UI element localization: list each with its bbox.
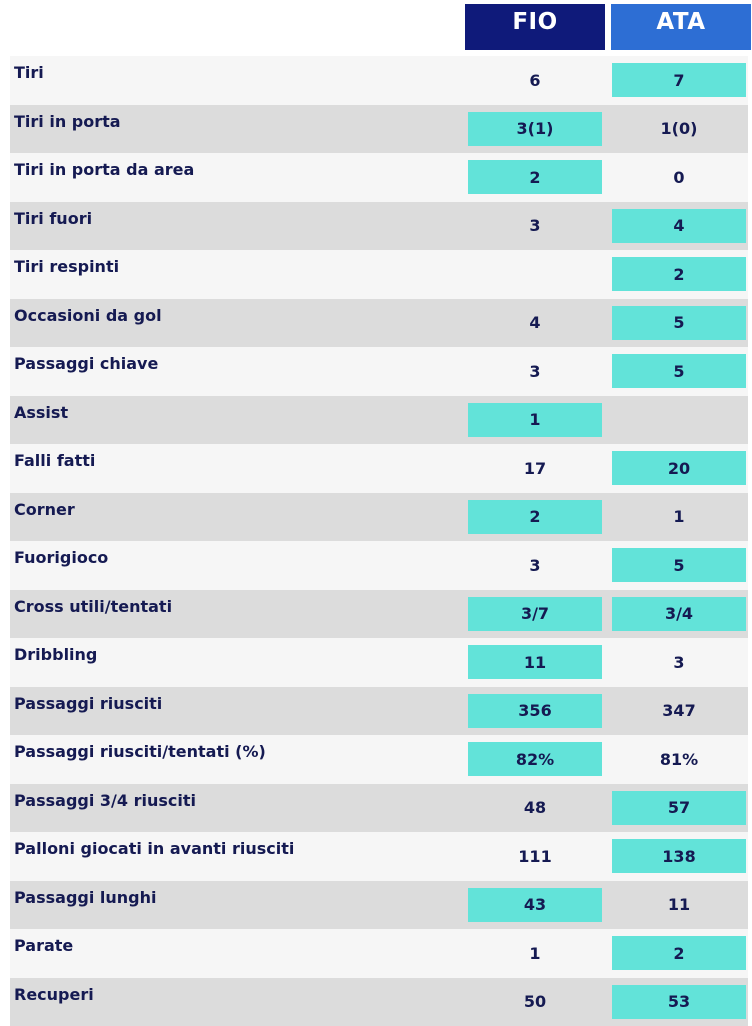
home-value: 11: [468, 645, 602, 679]
away-value: 4: [612, 209, 746, 243]
stat-row: Palloni giocati in avanti riusciti 111 138: [10, 832, 748, 881]
stat-label: Passaggi 3/4 riusciti: [14, 791, 196, 810]
stat-label: Tiri respinti: [14, 257, 119, 276]
stat-label: Falli fatti: [14, 451, 95, 470]
away-value: 5: [612, 354, 746, 388]
away-team-header: ATA: [611, 4, 751, 50]
away-value: 3: [612, 645, 746, 679]
stat-row: Tiri in porta 3(1) 1(0): [10, 105, 748, 154]
home-value: 2: [468, 500, 602, 534]
away-value: 2: [612, 936, 746, 970]
stat-label: Tiri fuori: [14, 209, 92, 228]
away-value: 11: [612, 888, 746, 922]
away-value: 2: [612, 257, 746, 291]
stat-row: Passaggi 3/4 riusciti 48 57: [10, 784, 748, 833]
stat-label: Corner: [14, 500, 75, 519]
stat-label: Tiri in porta da area: [14, 160, 194, 179]
stat-label: Passaggi chiave: [14, 354, 158, 373]
home-value: 48: [468, 791, 602, 825]
stat-label: Tiri: [14, 63, 44, 82]
stat-row: Passaggi riusciti/tentati (%) 82% 81%: [10, 735, 748, 784]
away-value: 81%: [612, 742, 746, 776]
away-value: 53: [612, 985, 746, 1019]
home-value: 82%: [468, 742, 602, 776]
home-value: 3: [468, 548, 602, 582]
away-value: 7: [612, 63, 746, 97]
stat-label: Parate: [14, 936, 73, 955]
stat-label: Tiri in porta: [14, 112, 121, 131]
home-value: 1: [468, 936, 602, 970]
home-value: 50: [468, 985, 602, 1019]
home-value: 111: [468, 839, 602, 873]
home-value: 3: [468, 209, 602, 243]
home-value: 6: [468, 63, 602, 97]
away-value: 347: [612, 694, 746, 728]
stat-label: Recuperi: [14, 985, 94, 1004]
stat-label: Occasioni da gol: [14, 306, 162, 325]
away-value: 1: [612, 500, 746, 534]
home-value: 3/7: [468, 597, 602, 631]
home-value: 3(1): [468, 112, 602, 146]
stat-row: Cross utili/tentati 3/7 3/4: [10, 590, 748, 639]
stat-row: Passaggi lunghi 43 11: [10, 881, 748, 930]
home-team-header: FIO: [465, 4, 605, 50]
stat-row: Assist 1: [10, 396, 748, 445]
stat-row: Dribbling 11 3: [10, 638, 748, 687]
home-value: 1: [468, 403, 602, 437]
away-value: 3/4: [612, 597, 746, 631]
stat-label: Assist: [14, 403, 68, 422]
table-header: FIO ATA: [0, 0, 752, 56]
away-value: 20: [612, 451, 746, 485]
stat-label: Palloni giocati in avanti riusciti: [14, 839, 294, 858]
away-value: 138: [612, 839, 746, 873]
home-value: [468, 257, 602, 291]
stat-row: Tiri respinti 2: [10, 250, 748, 299]
stat-label: Cross utili/tentati: [14, 597, 172, 616]
home-value: 356: [468, 694, 602, 728]
stat-row: Falli fatti 17 20: [10, 444, 748, 493]
stat-label: Dribbling: [14, 645, 97, 664]
stat-label: Fuorigioco: [14, 548, 108, 567]
away-value: 0: [612, 160, 746, 194]
away-value: 5: [612, 548, 746, 582]
stat-label: Passaggi riusciti/tentati (%): [14, 742, 266, 761]
home-value: 2: [468, 160, 602, 194]
stat-row: Recuperi 50 53: [10, 978, 748, 1026]
home-value: 3: [468, 354, 602, 388]
home-value: 17: [468, 451, 602, 485]
away-value: 5: [612, 306, 746, 340]
stat-row: Passaggi riusciti 356 347: [10, 687, 748, 736]
away-value: 1(0): [612, 112, 746, 146]
away-value: 57: [612, 791, 746, 825]
home-value: 4: [468, 306, 602, 340]
stat-label: Passaggi riusciti: [14, 694, 162, 713]
home-value: 43: [468, 888, 602, 922]
stat-label: Passaggi lunghi: [14, 888, 157, 907]
away-value: [612, 403, 746, 437]
